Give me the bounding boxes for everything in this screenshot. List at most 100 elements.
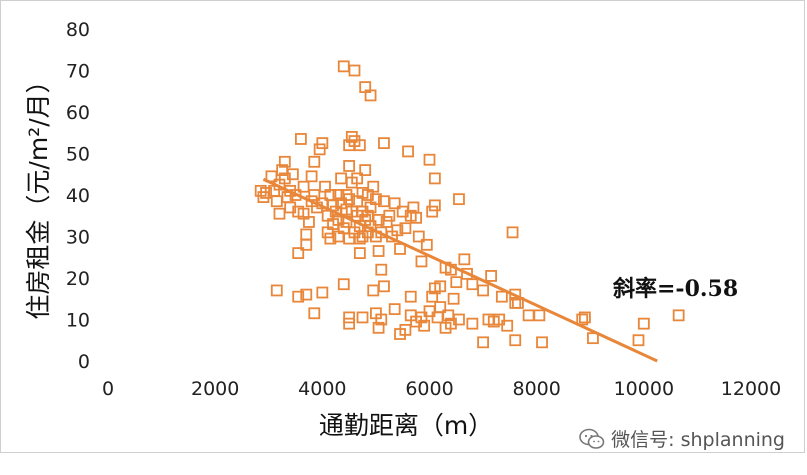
data-point bbox=[418, 319, 431, 332]
data-point bbox=[353, 232, 366, 245]
data-point bbox=[388, 303, 401, 316]
y-axis-title: 住房租金（元/m²/月） bbox=[24, 68, 53, 319]
data-point bbox=[380, 216, 393, 228]
data-point bbox=[364, 89, 377, 102]
data-point bbox=[308, 307, 321, 320]
data-point bbox=[672, 309, 685, 322]
data-point bbox=[378, 137, 390, 150]
data-point bbox=[578, 311, 591, 324]
data-point bbox=[485, 270, 498, 282]
data-point bbox=[356, 311, 369, 324]
data-point bbox=[423, 153, 436, 166]
data-point bbox=[316, 286, 329, 299]
x-tick-label: 2000 bbox=[191, 378, 239, 400]
data-point bbox=[522, 309, 535, 322]
data-point bbox=[351, 172, 364, 185]
data-point bbox=[391, 224, 404, 237]
data-point bbox=[493, 313, 506, 326]
data-point bbox=[343, 311, 356, 324]
data-point bbox=[372, 245, 385, 257]
wechat-icon bbox=[579, 428, 605, 449]
data-point bbox=[335, 172, 347, 185]
data-point bbox=[453, 193, 465, 206]
data-point bbox=[394, 243, 406, 255]
y-tick-label: 20 bbox=[66, 268, 90, 290]
data-point bbox=[270, 284, 283, 297]
data-point bbox=[466, 317, 479, 330]
data-point bbox=[370, 193, 382, 206]
data-point bbox=[412, 230, 425, 243]
data-point bbox=[426, 205, 439, 218]
y-tick-label: 50 bbox=[66, 144, 90, 166]
data-point bbox=[343, 193, 356, 206]
data-point bbox=[273, 207, 286, 220]
data-point bbox=[632, 334, 645, 347]
data-point bbox=[576, 313, 589, 326]
data-point bbox=[402, 145, 414, 158]
data-point bbox=[447, 292, 460, 305]
data-point bbox=[353, 247, 366, 260]
data-point bbox=[343, 160, 356, 172]
scatter-chart: 0 2000 4000 6000 8000 10000 12000 0 10 20 30 40 50 6… bbox=[24, 19, 781, 440]
data-point bbox=[348, 64, 361, 77]
data-point bbox=[353, 139, 366, 152]
data-point bbox=[388, 197, 401, 210]
data-point bbox=[501, 319, 514, 332]
x-axis-title: 通勤距离（m） bbox=[319, 411, 493, 440]
data-point bbox=[428, 282, 441, 295]
y-tick-label: 60 bbox=[66, 102, 90, 124]
y-tick-label: 40 bbox=[66, 185, 90, 207]
watermark-text: 微信号: shplanning bbox=[611, 429, 785, 451]
data-point bbox=[383, 209, 396, 222]
x-tick-label: 10000 bbox=[614, 378, 674, 400]
watermark: 微信号: shplanning bbox=[579, 425, 785, 452]
data-point bbox=[415, 311, 428, 324]
data-point bbox=[292, 290, 305, 303]
data-point bbox=[587, 332, 599, 345]
data-point bbox=[399, 323, 412, 336]
y-tick-label: 70 bbox=[66, 61, 90, 83]
data-point bbox=[495, 290, 508, 303]
data-point bbox=[316, 137, 329, 150]
data-point bbox=[450, 276, 463, 289]
data-point bbox=[294, 133, 307, 145]
data-point bbox=[509, 334, 522, 347]
x-tick-label: 0 bbox=[102, 378, 114, 400]
x-tick-label: 12000 bbox=[721, 378, 781, 400]
data-point bbox=[303, 216, 315, 228]
data-point bbox=[375, 263, 388, 276]
chart-frame: 0 2000 4000 6000 8000 10000 12000 0 10 20 30 40 50 6… bbox=[0, 0, 805, 453]
data-point bbox=[410, 211, 423, 224]
data-point bbox=[372, 321, 385, 334]
data-point bbox=[466, 278, 479, 291]
x-tick-label: 8000 bbox=[512, 378, 560, 400]
x-tick-label: 4000 bbox=[298, 378, 346, 400]
y-tick-label: 10 bbox=[66, 310, 90, 332]
data-point bbox=[477, 336, 489, 349]
data-point bbox=[434, 301, 447, 313]
x-tick-labels: 0 2000 4000 6000 8000 10000 12000 bbox=[102, 378, 781, 400]
data-point bbox=[270, 195, 283, 208]
slope-annotation: 斜率=-0.58 bbox=[612, 276, 738, 302]
data-point bbox=[426, 290, 439, 303]
data-point bbox=[359, 164, 372, 177]
data-point bbox=[533, 309, 546, 322]
data-point bbox=[477, 284, 489, 297]
data-point bbox=[378, 280, 390, 293]
data-point bbox=[428, 199, 441, 212]
data-point bbox=[506, 226, 519, 239]
data-point bbox=[637, 317, 650, 330]
data-point bbox=[404, 290, 417, 303]
data-point bbox=[260, 187, 272, 199]
x-tick-label: 6000 bbox=[405, 378, 453, 400]
data-point bbox=[297, 180, 310, 193]
trend-line bbox=[262, 177, 658, 363]
data-point bbox=[420, 238, 433, 251]
data-point bbox=[536, 336, 548, 349]
data-point bbox=[278, 155, 291, 168]
y-tick-label: 80 bbox=[66, 19, 90, 41]
data-point bbox=[375, 313, 388, 326]
data-point bbox=[292, 247, 305, 260]
y-tick-label: 0 bbox=[78, 351, 90, 373]
data-point bbox=[428, 172, 441, 185]
